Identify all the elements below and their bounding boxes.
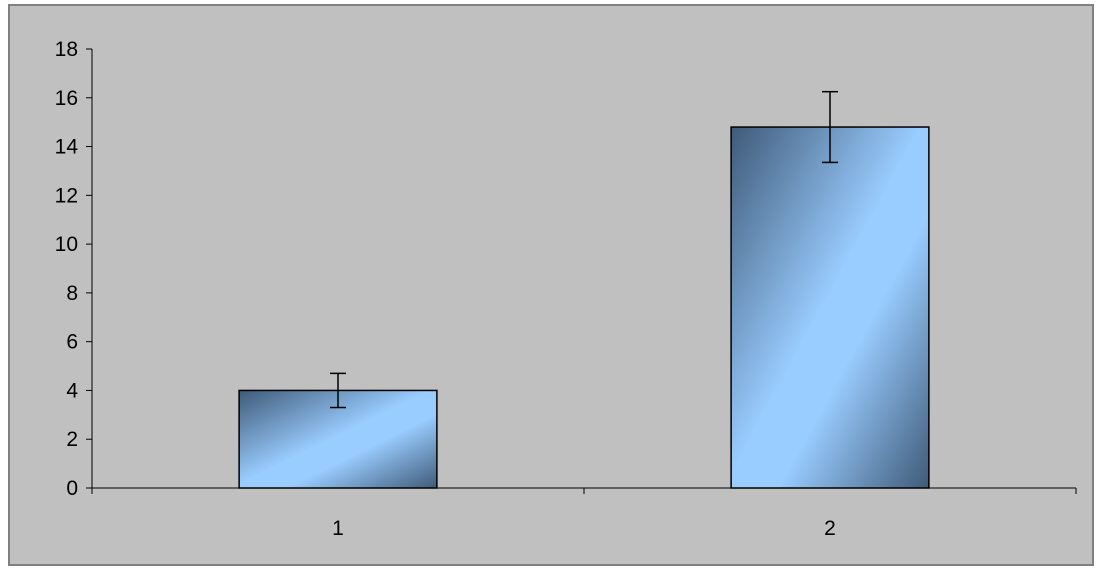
y-tick-label: 14 — [55, 136, 79, 159]
y-tick-label: 12 — [55, 184, 78, 207]
y-tick-label: 8 — [66, 282, 78, 305]
bars — [238, 126, 930, 489]
y-tick-label: 0 — [66, 477, 78, 500]
y-tick-label: 4 — [66, 379, 78, 402]
x-category-label: 1 — [332, 517, 344, 540]
bar-2 — [730, 126, 930, 489]
y-tick-label: 16 — [55, 87, 78, 110]
error-bar-2 — [822, 90, 838, 164]
y-axis: 0 2 4 6 8 10 12 14 16 18 — [55, 38, 93, 500]
x-category-label: 2 — [824, 517, 836, 540]
y-tick-label: 6 — [66, 331, 78, 354]
error-bar-1 — [330, 372, 346, 409]
y-tick-label: 2 — [66, 428, 78, 451]
error-bars — [330, 90, 838, 409]
y-tick-label: 10 — [55, 233, 78, 256]
y-tick-label: 18 — [55, 38, 78, 61]
